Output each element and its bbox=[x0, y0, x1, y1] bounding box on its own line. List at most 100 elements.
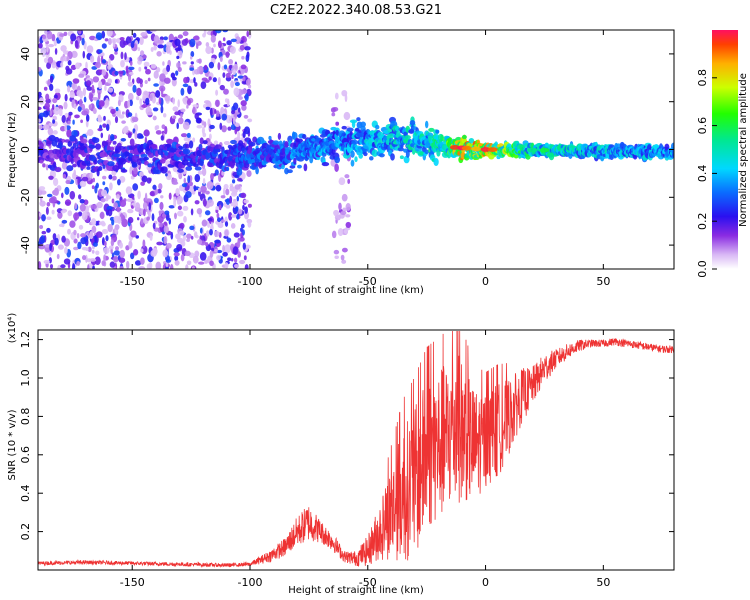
spectrogram-noise-cell bbox=[114, 224, 120, 231]
spectrogram-noise-cell bbox=[146, 216, 150, 221]
spectrogram-noise-cell bbox=[213, 43, 216, 48]
spectrogram-noise-cell bbox=[109, 182, 113, 191]
y-tick-label: 40 bbox=[19, 47, 32, 61]
spectrogram-tone-cell bbox=[293, 157, 297, 165]
spectrogram-noise-cell bbox=[190, 61, 194, 65]
spectrogram-noise-cell bbox=[182, 31, 189, 37]
spectrogram-noise-cell bbox=[58, 223, 65, 228]
spectrogram-noise-cell bbox=[194, 250, 200, 258]
spectrogram-tone-cell bbox=[110, 146, 115, 151]
spectrogram-noise-cell bbox=[235, 36, 241, 44]
snr-y-ticks: 0.2 0.4 0.6 0.8 1.0 1.2 bbox=[19, 331, 674, 540]
spectrogram-noise-cell bbox=[110, 239, 115, 247]
x-tick-label: -50 bbox=[359, 576, 377, 589]
spectrogram-tone-cell bbox=[147, 163, 153, 168]
spectrogram-tone-cell bbox=[88, 144, 96, 149]
spectrogram-peak-cell bbox=[471, 146, 482, 152]
spectrogram-noise-cell bbox=[57, 244, 64, 250]
spectrogram-noise-cell bbox=[117, 99, 121, 107]
spectrogram-noise-cell bbox=[94, 256, 101, 265]
spectrogram-noise-cell bbox=[241, 55, 245, 60]
spectrogram-peak-cell bbox=[527, 147, 538, 153]
spectrogram-noise-cell bbox=[203, 64, 208, 71]
spectrogram-noise-cell bbox=[215, 99, 220, 108]
spectrogram-noise-cell bbox=[222, 244, 226, 253]
spectrogram-noise-cell bbox=[182, 121, 190, 130]
spectrogram-noise-cell bbox=[198, 261, 205, 265]
spectrogram-noise-cell bbox=[237, 107, 241, 113]
spectrogram-noise-cell bbox=[69, 91, 75, 98]
spectrogram-tone-cell bbox=[670, 142, 674, 150]
spectrogram-tone-cell bbox=[159, 158, 166, 164]
spectrogram-noise-cell bbox=[73, 229, 77, 236]
spectrogram-noise-cell bbox=[172, 76, 177, 81]
spectrogram-noise-cell bbox=[347, 178, 351, 184]
spectrogram-noise-cell bbox=[203, 30, 207, 36]
spectrogram-noise-cell bbox=[79, 180, 87, 188]
spectrogram-noise-cell bbox=[171, 181, 179, 185]
spectrogram-noise-cell bbox=[77, 176, 80, 185]
spectrogram-noise-cell bbox=[90, 204, 97, 210]
spectrogram-noise-cell bbox=[182, 97, 188, 103]
spectrogram-noise-cell bbox=[231, 74, 234, 79]
spectrogram-noise-cell bbox=[139, 50, 145, 57]
spectrogram-noise-cell bbox=[202, 198, 207, 207]
spectrogram-noise-cell bbox=[113, 202, 118, 209]
spectrogram-noise-cell bbox=[193, 231, 198, 238]
spectrogram-tone-cell bbox=[81, 176, 89, 182]
spectrogram-noise-cell bbox=[243, 114, 249, 119]
spectrogram-noise-cell bbox=[163, 235, 168, 245]
spectrogram-tone-cell bbox=[72, 163, 77, 168]
spectrogram-noise-cell bbox=[119, 212, 124, 219]
spectrogram-noise-cell bbox=[46, 30, 53, 40]
spectrogram-noise-cell bbox=[51, 104, 55, 110]
spectrogram-noise-cell bbox=[114, 70, 119, 76]
spectrogram-noise-cell bbox=[118, 114, 125, 119]
spectrogram-tone-cell bbox=[143, 156, 149, 161]
spectrogram-noise-cell bbox=[193, 77, 196, 84]
spectrogram-noise-cell bbox=[121, 111, 125, 115]
spectrogram-tone-cell bbox=[433, 158, 439, 166]
spectrogram-noise-cell bbox=[101, 189, 108, 197]
spectrogram-tone-cell bbox=[132, 161, 138, 167]
spectrogram-noise-cell bbox=[245, 79, 251, 86]
spectrogram-tone-cell bbox=[164, 151, 169, 156]
spectrogram-noise-cell bbox=[345, 214, 351, 218]
spectrogram-noise-cell bbox=[203, 100, 211, 104]
spectrogram-noise-cell bbox=[71, 83, 76, 89]
spectrogram-noise-cell bbox=[107, 64, 112, 70]
snr-panel: -150 -100 -50 0 50 0.2 0.4 0.6 0.8 1.0 1.2 Height… bbox=[7, 313, 675, 596]
spectrogram-tone-cell bbox=[281, 164, 285, 170]
spectrogram-noise-cell bbox=[207, 199, 214, 207]
spectrogram-noise-cell bbox=[155, 90, 161, 98]
spectrogram-tone-cell bbox=[358, 153, 363, 159]
spectrogram-noise-cell bbox=[192, 255, 199, 264]
spectrogram-noise-cell bbox=[106, 205, 113, 211]
spectrogram-noise-cell bbox=[102, 175, 107, 180]
spectrogram-noise-cell bbox=[95, 182, 99, 189]
spectrogram-noise-cell bbox=[141, 104, 148, 108]
spectrogram-noise-cell bbox=[101, 59, 107, 64]
spectrogram-noise-cell bbox=[232, 102, 239, 111]
spectrogram-noise-cell bbox=[74, 40, 79, 49]
spectrogram-noise-cell bbox=[216, 212, 220, 219]
spectrogram-noise-cell bbox=[230, 214, 237, 218]
spectrogram-noise-cell bbox=[67, 228, 71, 235]
spectrogram-noise-cell bbox=[48, 122, 55, 127]
spectrogram-noise-cell bbox=[43, 86, 48, 91]
spectrogram-noise-cell bbox=[215, 206, 220, 211]
spectrogram-noise-cell bbox=[80, 233, 87, 238]
spectrogram-noise-cell bbox=[68, 111, 73, 116]
colorbar-tick-label: 0.2 bbox=[696, 212, 709, 230]
spectrogram-noise-cell bbox=[225, 198, 231, 205]
spectrogram-tone-cell bbox=[378, 153, 385, 158]
spectrogram-tone-cell bbox=[194, 166, 202, 171]
spectrogram-noise-cell bbox=[172, 115, 177, 120]
spectrogram-noise-cell bbox=[175, 70, 179, 76]
spectrogram-noise-cell bbox=[197, 170, 203, 175]
y-tick-label: 0.4 bbox=[19, 484, 32, 502]
spectrogram-noise-cell bbox=[147, 77, 151, 82]
spectrogram-noise-cell bbox=[104, 38, 109, 42]
spectrogram-noise-cell bbox=[125, 186, 133, 195]
spectrogram-noise-cell bbox=[44, 102, 51, 110]
